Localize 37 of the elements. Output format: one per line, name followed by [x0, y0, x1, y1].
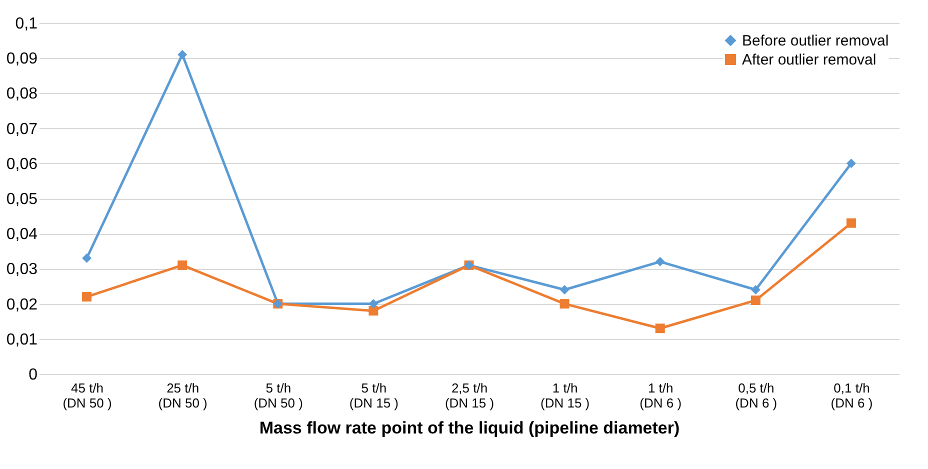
x-tick-label: 0,1 t/h (DN 6 )	[830, 380, 873, 410]
legend-label: After outlier removal	[742, 52, 876, 68]
y-tick-label: 0,06	[6, 156, 38, 173]
x-tick-label: 1 t/h (DN 6 )	[640, 380, 682, 410]
y-tick-label: 0,04	[6, 226, 38, 244]
point	[82, 253, 92, 263]
y-tick-label: 0,09	[6, 50, 38, 68]
x-tick-label: 0,5 t/h (DN 6 )	[735, 380, 778, 410]
x-tick-label: 45 t/h (DN 50 )	[62, 380, 112, 410]
point	[560, 285, 570, 295]
x-axis-title: Mass flow rate point of the liquid (pipeline diameter)	[259, 418, 680, 438]
y-tick-label: 0,07	[6, 120, 38, 138]
point	[750, 285, 760, 295]
y-tick-label: 0,02	[6, 296, 38, 314]
point	[846, 158, 856, 168]
point	[655, 256, 665, 266]
point	[368, 306, 378, 316]
point	[560, 299, 570, 309]
x-tick-label: 5 t/h (DN 50 )	[254, 380, 303, 410]
y-tick-label: 0	[28, 366, 38, 384]
x-tick-label: 25 t/h (DN 50 )	[158, 380, 208, 410]
y-tick-label: 0,1	[15, 16, 38, 32]
point	[655, 324, 665, 334]
y-tick-label: 0,08	[6, 86, 38, 103]
point	[178, 50, 188, 60]
y-tick-label: 0,01	[6, 331, 38, 348]
x-tick-label: 1 t/h (DN 15 )	[540, 380, 590, 410]
point	[846, 218, 856, 228]
point	[82, 292, 92, 302]
point	[368, 299, 378, 309]
x-tick-label: 5 t/h (DN 15 )	[349, 380, 399, 410]
y-tick-label: 0,05	[6, 191, 38, 208]
x-tick-label: 2,5 t/h (DN 15 )	[444, 380, 494, 410]
y-tick-label: 0,03	[6, 261, 38, 278]
point	[750, 296, 760, 306]
point	[178, 260, 188, 270]
legend-label: Before outlier removal	[742, 32, 889, 50]
